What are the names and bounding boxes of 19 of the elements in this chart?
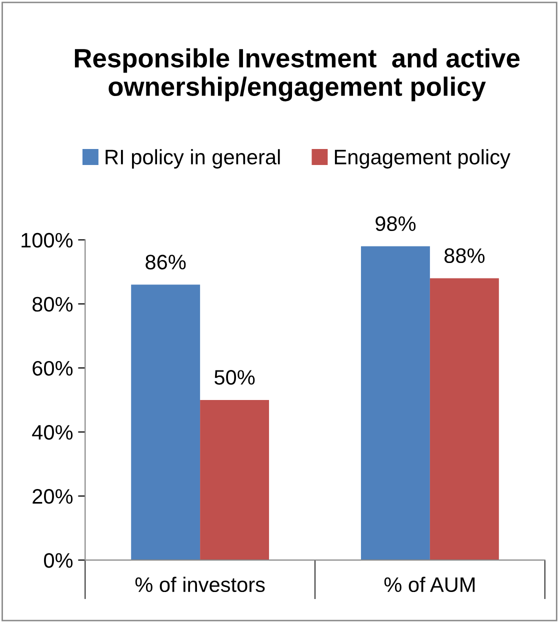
data-label: 50%: [214, 370, 255, 385]
x-tick-label: % of investors: [135, 576, 265, 592]
y-tick-label: 80%: [32, 296, 73, 312]
y-tick-label: 40%: [32, 424, 73, 440]
chart-title: Responsible Investment and active ownership/engagement policy: [74, 48, 520, 102]
data-label: 88%: [444, 248, 485, 264]
y-tick-label: 100%: [22, 232, 73, 248]
legend-label: Engagement policy: [334, 149, 510, 169]
x-tick-label: % of AUM: [384, 576, 475, 592]
data-label: 86%: [146, 254, 186, 270]
data-label: 98%: [376, 216, 416, 232]
y-tick-label: 20%: [32, 489, 73, 504]
bar: [360, 246, 430, 560]
legend-label: RI policy in general: [106, 149, 280, 169]
bar: [430, 278, 499, 560]
bar: [131, 284, 200, 560]
bar: [200, 400, 270, 560]
y-tick-label: 60%: [32, 360, 73, 376]
y-tick-label: 0%: [44, 553, 73, 568]
